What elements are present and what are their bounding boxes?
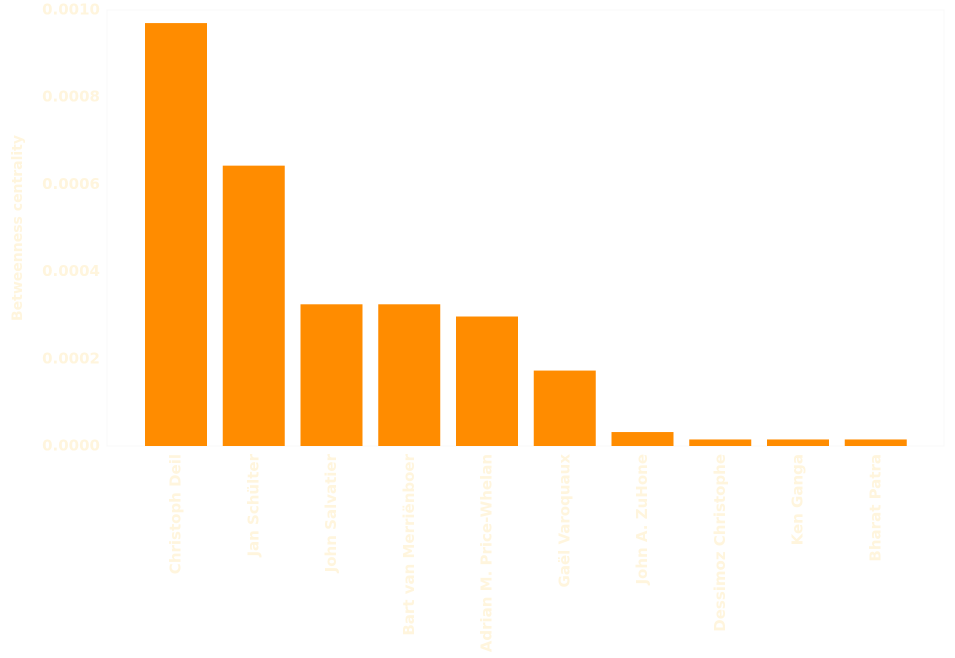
y-tick-label: 0.0010 [42, 1, 100, 19]
bar [145, 23, 207, 447]
x-tick-label: Bharat Patra [866, 454, 884, 562]
y-tick-label: 0.0008 [42, 88, 100, 106]
x-tick-label: Christoph Deil [167, 454, 185, 574]
y-tick-label: 0.0002 [42, 349, 100, 367]
y-axis-ticks: 0.0000 0.0002 0.0004 0.0006 0.0008 0.0010 [42, 1, 100, 455]
x-tick-label: John Salvatier [322, 453, 340, 573]
x-tick-label: Adrian M. Price-Whelan [478, 454, 496, 652]
bar [844, 439, 907, 446]
y-axis-label: Betweenness centrality [10, 135, 26, 321]
bar [611, 432, 674, 446]
x-tick-label: Bart van Merriënboer [400, 453, 418, 635]
bar [456, 316, 518, 446]
bar [378, 304, 441, 446]
y-tick-label: 0.0006 [42, 175, 100, 193]
plot-frame [106, 9, 945, 447]
x-tick-label: Dessimoz Christophe [711, 454, 729, 632]
x-tick-label: Jan Schülter [244, 453, 262, 557]
bar [689, 439, 752, 446]
x-tick-label: Gaël Varoquaux [555, 454, 573, 588]
y-tick-label: 0.0004 [42, 262, 100, 280]
bar [767, 439, 829, 446]
y-tick-label: 0.0000 [42, 437, 100, 455]
bar [222, 165, 285, 447]
bar [300, 304, 363, 446]
bars-group [145, 23, 907, 447]
x-axis-ticks: Christoph Deil Jan Schülter John Salvatier… [167, 453, 885, 652]
bar [533, 370, 596, 446]
x-tick-label: Ken Ganga [789, 454, 807, 545]
x-tick-label: John A. ZuHone [633, 454, 651, 586]
